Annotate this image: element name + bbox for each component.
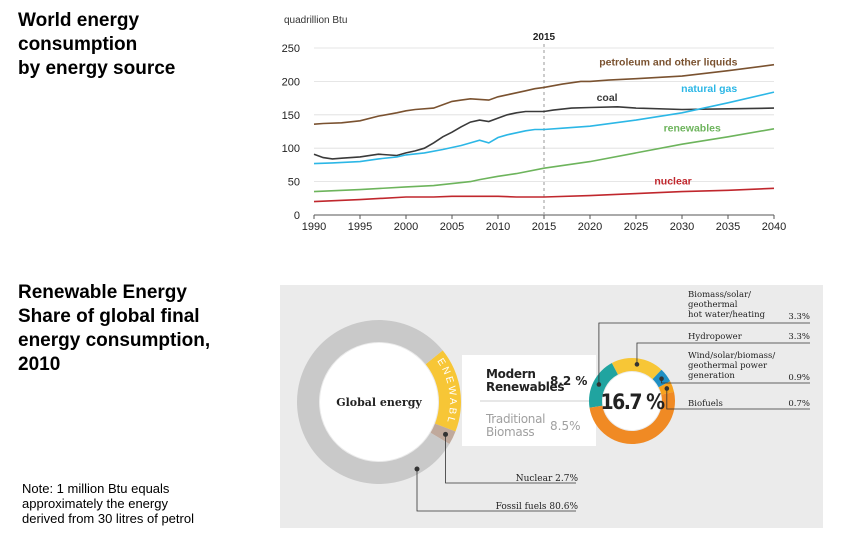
- world-energy-heading: World energy consumption by energy sourc…: [18, 10, 176, 79]
- global-slice: [430, 423, 456, 445]
- nuclear-callout-label: Nuclear 2.7%: [516, 474, 579, 484]
- fossil-callout-line: [416, 469, 576, 512]
- renewable-legend-value: 0.7%: [788, 399, 810, 409]
- modern-renewables-value: 8.2 %: [550, 374, 587, 388]
- x-tick-label: 2030: [670, 221, 694, 233]
- series-label: petroleum and other liquids: [599, 56, 737, 68]
- projection-year-label: 2015: [533, 32, 556, 43]
- btu-note: Note: 1 million Btu equals approximately…: [22, 481, 194, 526]
- renewable-legend-value: 0.9%: [788, 373, 810, 383]
- y-tick-label: 100: [282, 143, 300, 155]
- series-line: [313, 63, 775, 125]
- renewable-center-label: 16.7 %: [600, 390, 665, 414]
- series-line: [313, 105, 775, 160]
- y-tick-label: 50: [288, 177, 300, 189]
- fossil-callout-label: Fossil fuels 80.6%: [496, 502, 579, 512]
- series-label: natural gas: [681, 83, 737, 95]
- world-energy-line-chart: quadrillion Btu 0 50 100 150 200 250 1990 1995 20…: [282, 15, 787, 233]
- x-tick-label: 2015: [532, 221, 556, 233]
- nuclear-callout-line: [445, 434, 576, 484]
- y-tick-label: 200: [282, 76, 300, 88]
- renewable-callout-line: [598, 322, 685, 385]
- renewable-callout-line: [666, 388, 685, 410]
- renewable-legend-label: Hydropower: [688, 332, 743, 342]
- modern-renewables-label: Modern Renewables: [486, 367, 564, 394]
- renewable-callout-line: [661, 378, 685, 384]
- y-axis-unit-label: quadrillion Btu: [284, 15, 347, 26]
- series-label: nuclear: [654, 175, 691, 187]
- y-tick-label: 150: [282, 110, 300, 122]
- renewable-legend-label: Biomass/solar/geothermal hot water/heatin…: [688, 290, 766, 320]
- y-tick-label: 0: [294, 210, 300, 222]
- traditional-biomass-label: Traditional Biomass: [485, 412, 545, 439]
- renewable-slice: [589, 391, 675, 444]
- series-line: [313, 187, 775, 203]
- x-tick-label: 2025: [624, 221, 648, 233]
- global-center-label: Global energy: [336, 396, 422, 409]
- traditional-biomass-value: 8.5%: [550, 419, 581, 433]
- renewable-share-panel: Global energyRENEWABLEModernRenewables8.…: [280, 285, 823, 528]
- x-tick-label: 2035: [716, 221, 740, 233]
- renewable-callout-dot: [659, 376, 664, 382]
- x-tick-label: 2010: [486, 221, 510, 233]
- x-tick-label: 2040: [762, 221, 786, 233]
- renewable-callout-line: [636, 342, 685, 365]
- renewable-legend-value: 3.3%: [788, 312, 810, 322]
- renewable-slice: [611, 358, 662, 380]
- series-line: [313, 91, 775, 165]
- renewable-donut-center: [603, 372, 661, 430]
- global-slice: [297, 320, 450, 484]
- y-tick-label: 250: [282, 43, 300, 55]
- series-line: [313, 128, 775, 193]
- x-tick-label: 2000: [394, 221, 418, 233]
- global-donut-center: [320, 343, 438, 461]
- renewable-legend-label: Biofuels: [688, 399, 723, 409]
- renewable-energy-heading: Renewable Energy Share of global final e…: [18, 282, 211, 375]
- x-tick-label: 1995: [348, 221, 372, 233]
- series-label: coal: [597, 92, 618, 104]
- x-tick-label: 2020: [578, 221, 602, 233]
- renewable-legend-label: Wind/solar/biomass/geothermal power gener…: [688, 351, 775, 381]
- renewable-legend-value: 3.3%: [788, 332, 810, 342]
- x-tick-label: 1990: [302, 221, 326, 233]
- renewable-share-donut-chart: Global energyRENEWABLEModernRenewables8.…: [280, 285, 810, 512]
- global-slice: [425, 350, 461, 432]
- x-tick-label: 2005: [440, 221, 464, 233]
- series-label: renewables: [664, 123, 721, 135]
- renewable-slice: [589, 362, 618, 408]
